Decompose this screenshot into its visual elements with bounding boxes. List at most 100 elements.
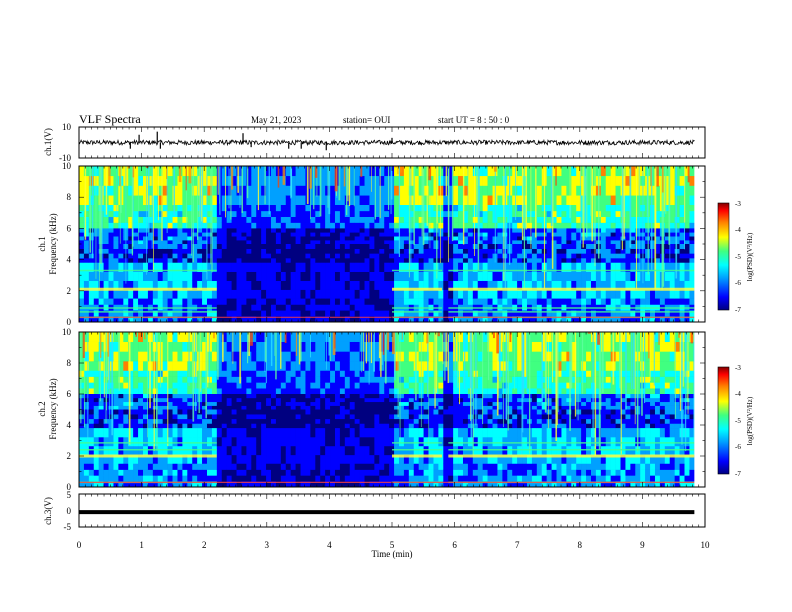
spec-cell xyxy=(310,332,316,342)
spec-cell xyxy=(325,361,331,372)
spec-cell xyxy=(398,401,405,406)
spec-cell xyxy=(433,205,439,212)
spec-cell xyxy=(300,414,306,420)
spec-cell xyxy=(423,248,429,254)
spec-cell xyxy=(236,310,242,317)
spec-cell xyxy=(280,210,287,217)
spec-cell xyxy=(571,316,577,323)
spec-cell xyxy=(443,232,449,237)
spec-cell xyxy=(684,222,690,229)
spec-cell xyxy=(118,454,124,465)
spec-cell xyxy=(679,166,685,177)
spec-cell xyxy=(389,414,395,420)
spec-cell xyxy=(216,253,223,259)
spec-cell xyxy=(354,475,360,482)
spec-cell xyxy=(408,244,415,249)
spec-cell xyxy=(374,304,380,311)
spec-cell xyxy=(113,469,119,476)
spec-cell xyxy=(162,236,168,241)
spec-cell xyxy=(167,423,173,429)
spec-cell xyxy=(246,481,252,488)
spec-cell xyxy=(364,166,370,177)
spec-cell xyxy=(684,316,690,323)
spec-cell xyxy=(123,289,129,299)
spec-cell xyxy=(413,401,419,406)
spec-cell xyxy=(251,210,257,217)
spec-cell xyxy=(423,253,429,259)
spec-cell xyxy=(157,289,163,299)
spec-cell xyxy=(93,175,99,186)
spec-cell xyxy=(384,454,390,465)
spec-cell xyxy=(138,351,144,362)
spec-cell xyxy=(162,228,168,233)
spec-cell xyxy=(108,166,114,177)
spec-cell xyxy=(167,262,173,272)
spec-cell xyxy=(359,423,365,429)
spec-cell xyxy=(398,310,405,317)
spec-cell xyxy=(93,423,99,429)
spec-cell xyxy=(364,341,370,352)
spec-cell xyxy=(359,185,365,196)
spec-cell xyxy=(206,210,213,217)
spec-cell xyxy=(285,236,291,241)
spec-cell xyxy=(246,289,252,299)
spec-cell xyxy=(305,216,311,223)
spec-cell xyxy=(202,244,208,249)
spec-cell xyxy=(428,454,434,465)
spec-cell xyxy=(226,248,232,254)
spec-cell xyxy=(79,428,85,438)
spec-cell xyxy=(403,166,410,177)
spec-cell xyxy=(330,388,336,395)
spec-cell xyxy=(187,341,193,352)
spec-cell xyxy=(177,454,183,465)
spec-cell xyxy=(226,228,232,233)
spec-cell xyxy=(620,258,626,264)
spec-cell xyxy=(246,195,252,206)
spec-cell xyxy=(157,423,163,429)
spec-cell xyxy=(398,418,405,424)
spec-cell xyxy=(438,258,444,264)
spec-cell xyxy=(630,298,636,305)
spec-cell xyxy=(177,258,183,264)
spec-cell xyxy=(295,351,301,362)
spec-cell xyxy=(152,195,159,206)
spec-cell xyxy=(590,232,597,237)
spec-cell xyxy=(256,376,262,383)
spec-cell xyxy=(295,228,301,233)
spec-cell xyxy=(177,210,183,217)
spec-cell xyxy=(379,195,385,206)
spec-cell xyxy=(566,236,572,241)
spec-cell xyxy=(83,244,90,249)
spec-cell xyxy=(143,232,149,237)
spec-cell xyxy=(472,280,479,290)
spec-cell xyxy=(177,262,183,272)
spec-cell xyxy=(551,271,557,281)
spec-cell xyxy=(270,258,277,264)
spec-cell xyxy=(275,370,282,377)
spec-cell xyxy=(133,463,139,470)
spec-cell xyxy=(339,370,346,377)
spec-cell xyxy=(206,262,213,272)
spec-cell xyxy=(103,232,109,237)
spec-cell xyxy=(369,222,375,229)
spec-cell xyxy=(202,454,208,465)
spec-cell xyxy=(88,469,95,476)
spec-cell xyxy=(576,175,582,186)
spec-cell xyxy=(334,222,341,229)
spec-cell xyxy=(83,210,90,217)
spec-cell xyxy=(664,185,671,196)
spec-cell xyxy=(270,332,277,342)
spec-cell xyxy=(226,240,232,245)
spec-cell xyxy=(108,210,114,217)
spec-cell xyxy=(83,228,90,233)
spec-cell xyxy=(231,185,237,196)
spec-cell xyxy=(152,175,159,186)
spec-cell xyxy=(295,481,301,488)
spec-cell xyxy=(364,289,370,299)
spec-cell xyxy=(315,175,321,186)
spec-cell xyxy=(310,216,316,223)
spec-cell xyxy=(664,166,671,177)
spec-cell xyxy=(330,445,336,456)
spec-cell xyxy=(684,253,690,259)
spec-cell xyxy=(108,376,114,383)
